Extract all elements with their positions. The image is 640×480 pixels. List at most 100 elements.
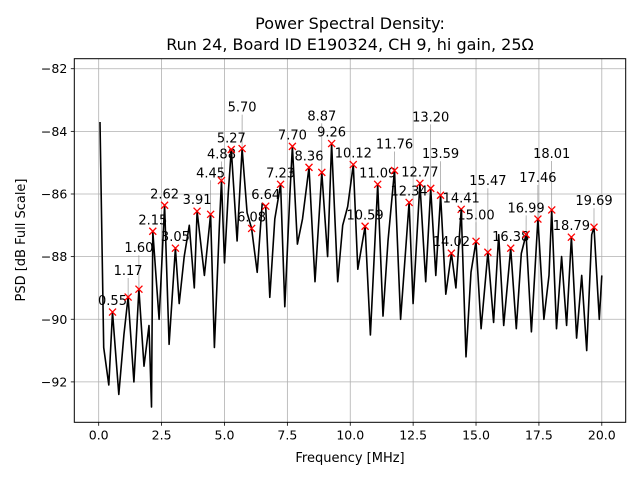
y-tick-label: −88 (41, 249, 67, 264)
peak-label: 3.91 (183, 193, 212, 208)
peak-marker-stroke (108, 308, 117, 317)
peak-marker (261, 202, 270, 211)
peak-marker (247, 224, 256, 233)
peak-label: 1.60 (124, 241, 153, 256)
peak-label: 13.59 (422, 147, 459, 162)
peak-marker-stroke (457, 205, 466, 214)
peak-marker-stroke (160, 201, 169, 210)
x-tick-label: 0.0 (89, 427, 109, 442)
peak-marker (547, 206, 556, 214)
peak-marker-stroke (317, 168, 326, 177)
plot-area (99, 121, 603, 408)
peak-marker-stroke (483, 248, 492, 257)
peak-marker (447, 249, 456, 258)
peak-marker (171, 244, 180, 253)
peak-label: 19.69 (575, 194, 612, 209)
peak-marker (193, 207, 202, 216)
peak-label: 12.77 (401, 165, 438, 180)
peak-label: 5.27 (217, 132, 246, 147)
peak-marker (405, 198, 414, 207)
chart-title: Power Spectral Density: (255, 14, 445, 33)
grid (74, 58, 626, 423)
peak-marker-stroke (547, 206, 556, 214)
peak-label: 7.70 (278, 128, 307, 143)
peak-label: 18.01 (533, 147, 570, 162)
ticks: 0.0 2.5 5.0 7.5 10.0 12.5 15.0 17.5 20.0 −92 −90 −8… (41, 61, 616, 442)
peak-label: 17.46 (519, 171, 556, 186)
x-tick-label: 20.0 (588, 427, 616, 442)
peak-label: 0.55 (98, 294, 127, 309)
peak-marker-stroke (261, 202, 270, 211)
peak-marker-stroke (590, 223, 598, 232)
peak-label: 16.99 (507, 201, 544, 216)
peak-marker-stroke (426, 184, 435, 193)
peak-marker-stroke (390, 166, 399, 175)
x-tick-label: 7.5 (277, 427, 297, 442)
peak-marker-stroke (148, 227, 157, 236)
peak-marker-stroke (436, 191, 445, 200)
peak-marker (108, 308, 117, 317)
peak-marker (134, 285, 143, 294)
peak-label: 16.38 (492, 230, 529, 245)
peak-marker-stroke (361, 222, 370, 231)
peak-marker-stroke (171, 244, 180, 253)
peak-marker (373, 180, 382, 189)
peak-marker-stroke (193, 207, 202, 216)
peak-label: 1.17 (114, 264, 143, 279)
peak-marker (305, 163, 313, 172)
peak-marker-stroke (349, 160, 358, 169)
peak-marker (426, 184, 435, 193)
y-axis-label: PSD [dB Full Scale] (14, 178, 29, 301)
peak-label: 5.70 (228, 101, 257, 116)
peak-marker (472, 237, 480, 246)
peak-marker (349, 160, 358, 169)
peak-marker (415, 179, 424, 188)
x-tick-label: 15.0 (462, 427, 490, 442)
peak-marker-stroke (124, 293, 133, 301)
peak-marker-stroke (533, 215, 542, 224)
peak-label: 2.62 (150, 187, 179, 202)
peak-marker-stroke (522, 230, 531, 239)
peak-marker-stroke (288, 142, 297, 151)
peak-label: 15.00 (457, 208, 494, 223)
x-tick-label: 17.5 (525, 427, 553, 442)
peak-marker (288, 142, 297, 151)
peak-marker-stroke (276, 180, 285, 189)
peak-label: 15.47 (469, 174, 506, 189)
peak-marker (238, 144, 247, 153)
chart-subtitle: Run 24, Board ID E190324, CH 9, hi gain,… (166, 35, 534, 54)
x-tick-label: 12.5 (399, 427, 427, 442)
x-tick-label: 5.0 (215, 427, 235, 442)
peak-label: 7.23 (266, 166, 295, 181)
peak-marker (217, 176, 226, 185)
peak-marker-stroke (134, 285, 143, 294)
peak-label: 6.64 (251, 188, 280, 203)
peak-marker-stroke (405, 198, 414, 207)
peak-marker (148, 227, 157, 236)
peak-label: 8.36 (295, 149, 324, 164)
peak-annotations: 0.551.171.602.152.623.053.914.454.885.27… (98, 101, 613, 317)
peak-label: 18.79 (553, 219, 590, 234)
y-tick-label: −86 (41, 186, 67, 201)
psd-line (99, 121, 603, 408)
peak-marker-stroke (206, 210, 215, 219)
peak-label-leaders (127, 114, 595, 298)
y-tick-label: −92 (41, 374, 67, 389)
peak-marker (206, 210, 215, 219)
peak-marker-stroke (305, 163, 313, 172)
peak-label: 9.26 (317, 126, 346, 141)
peak-marker (457, 205, 466, 214)
peak-label: 2.15 (138, 213, 167, 228)
peak-marker (522, 230, 531, 239)
peak-marker-stroke (247, 224, 256, 233)
peak-marker-stroke (327, 139, 336, 148)
peak-marker (317, 168, 326, 177)
peak-label: 14.41 (443, 191, 480, 206)
peak-marker (533, 215, 542, 224)
peak-marker (483, 248, 492, 257)
x-axis-label: Frequency [MHz] (295, 451, 404, 466)
y-tick-label: −90 (41, 312, 67, 327)
y-tick-label: −82 (41, 61, 67, 76)
peak-marker (361, 222, 370, 231)
